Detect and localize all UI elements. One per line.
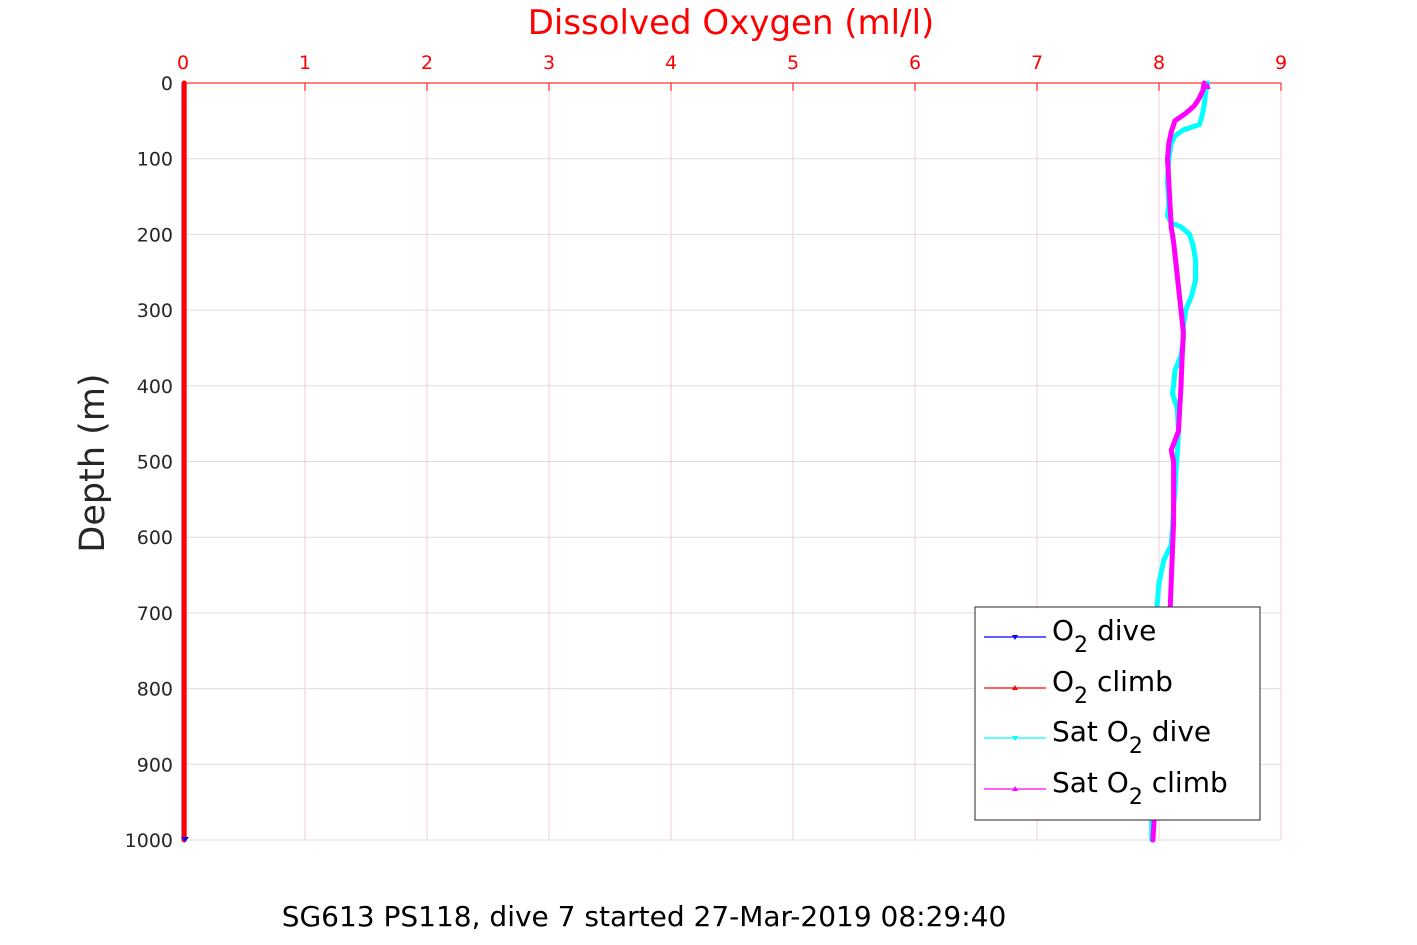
x-tick-label: 8 [1153, 52, 1165, 74]
legend-swatch-marker [1012, 736, 1018, 741]
x-tick-label: 7 [1031, 52, 1043, 74]
y-tick-label: 0 [161, 73, 173, 95]
legend-label: Sat O2 dive [1052, 715, 1211, 759]
y-tick-label: 600 [137, 527, 173, 549]
y-axis-title: Depth (m) [73, 373, 113, 552]
y-tick-label: 800 [137, 679, 173, 701]
y-tick-label: 700 [137, 603, 173, 625]
y-tick-label: 900 [137, 754, 173, 776]
x-axis-title: Dissolved Oxygen (ml/l) [528, 3, 935, 43]
chart-caption: SG613 PS118, dive 7 started 27-Mar-2019 … [282, 900, 1007, 933]
y-tick-label: 200 [137, 224, 173, 246]
legend-entry-sat-o2-dive: Sat O2 dive [984, 715, 1211, 759]
legend-entry-o2-dive: O2 dive [984, 614, 1156, 658]
y-tick-label: 1000 [125, 830, 173, 852]
legend-swatch-marker [1012, 786, 1018, 791]
legend-entry-o2-climb: O2 climb [984, 665, 1173, 709]
legend-entry-sat-o2-climb: Sat O2 climb [984, 766, 1228, 810]
legend: O2 dive O2 climb Sat O2 dive Sat O2 climb [974, 606, 1261, 821]
y-tick-label: 500 [137, 452, 173, 474]
legend-swatch-marker [1012, 635, 1018, 640]
x-tick-label: 0 [177, 52, 189, 74]
legend-label: O2 dive [1052, 614, 1156, 658]
x-tick-label: 2 [421, 52, 433, 74]
y-tick-label: 100 [137, 149, 173, 171]
legend-label: Sat O2 climb [1052, 766, 1228, 810]
x-tick-label: 9 [1275, 52, 1287, 74]
x-tick-label: 6 [909, 52, 921, 74]
y-tick-label: 400 [137, 376, 173, 398]
x-tick-label: 1 [299, 52, 311, 74]
legend-box [974, 606, 1261, 821]
axis-ticks: 0 1 2 3 4 5 6 7 8 9 0 100 200 300 400 500 600 700 800 900 10… [125, 52, 1287, 852]
series-start-marker [1204, 82, 1211, 89]
y-tick-label: 300 [137, 300, 173, 322]
legend-label: O2 climb [1052, 665, 1173, 709]
legend-swatch-marker [1012, 685, 1018, 690]
x-tick-label: 3 [543, 52, 555, 74]
series-end-marker-o2-dive [181, 837, 189, 842]
x-tick-label: 5 [787, 52, 799, 74]
x-tick-label: 4 [665, 52, 677, 74]
